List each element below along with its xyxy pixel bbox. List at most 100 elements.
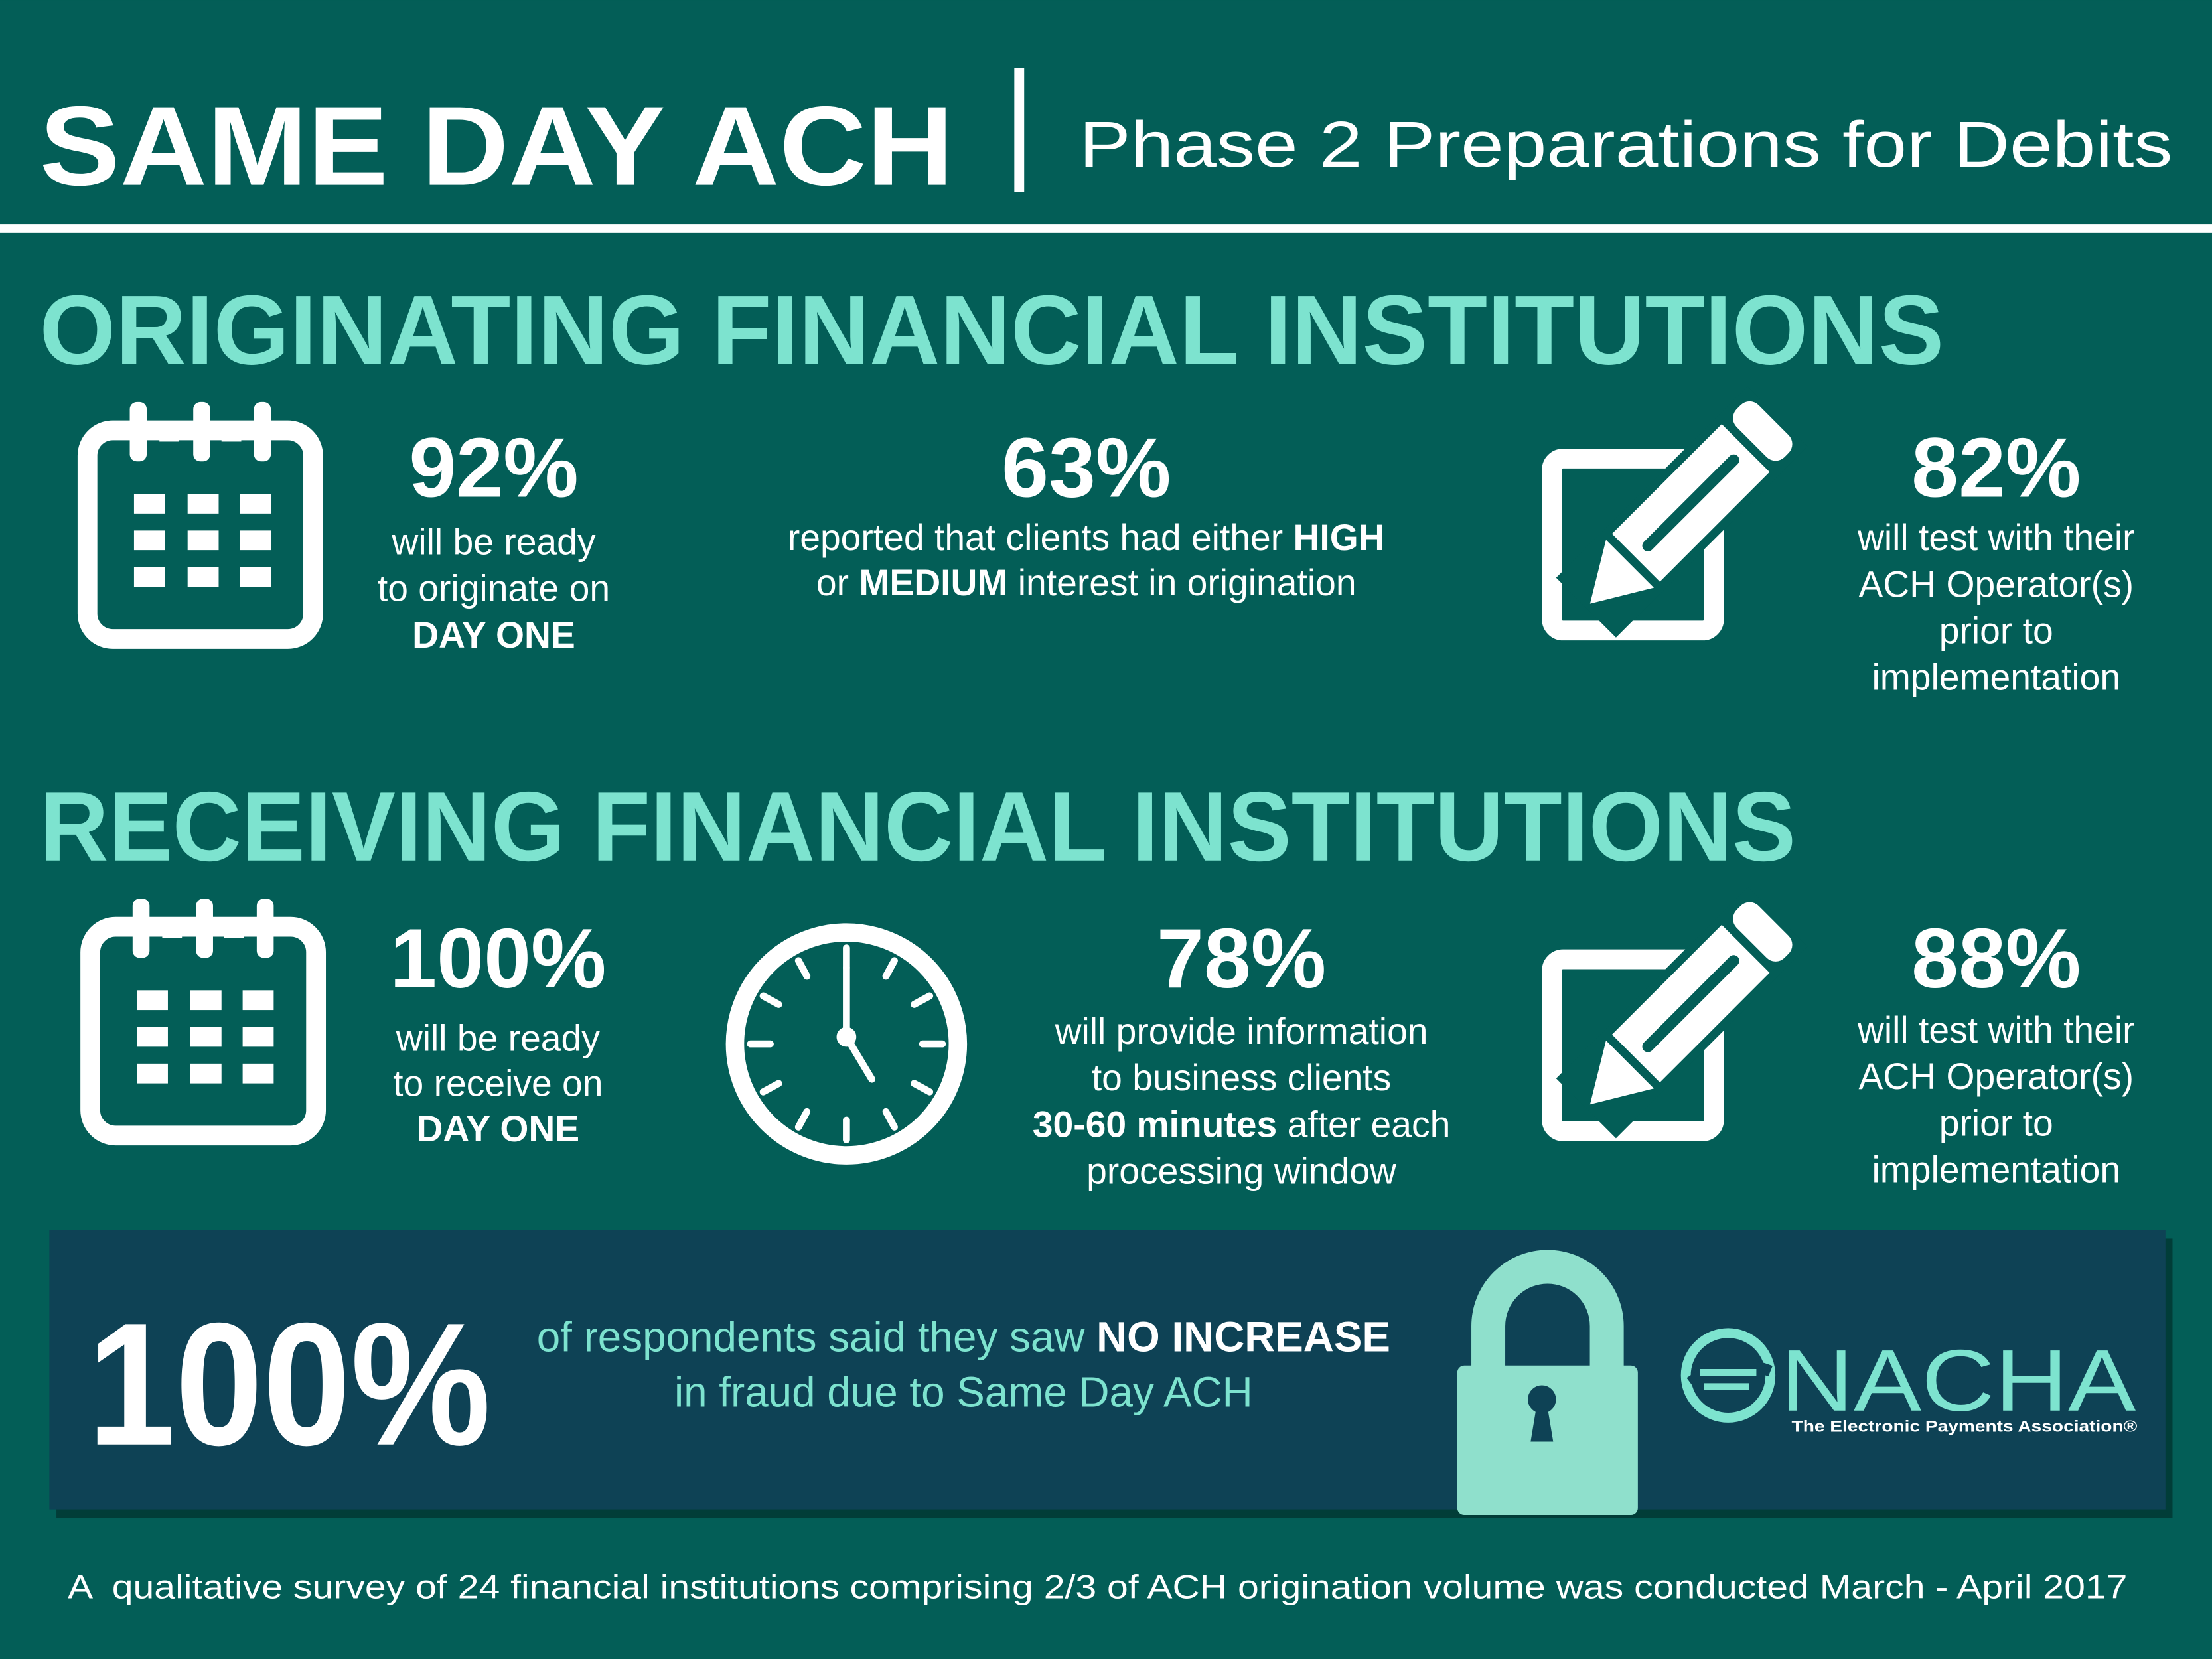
stat-text-line: will provide information [1055, 1011, 1428, 1052]
stat-text-line: prior to [1939, 1102, 2053, 1143]
text-run: will test with their [1857, 1009, 2135, 1050]
pencil-eraser [1733, 401, 1793, 461]
calendar-dash [159, 427, 179, 442]
subtitle: Phase 2 Preparations for Debits [1079, 108, 2172, 180]
calendar-ring [193, 401, 210, 462]
logo-swoosh [1686, 1359, 1773, 1388]
stat-text-line: DAY ONE [417, 1108, 580, 1149]
pencil [1556, 386, 1808, 638]
stat-text-line: implementation [1872, 657, 2120, 698]
calendar-dash [162, 924, 183, 938]
emphasis: DAY ONE [417, 1108, 580, 1149]
text-run: reported that clients had either [788, 517, 1293, 558]
stat-text-line: or MEDIUM interest in origination [816, 562, 1357, 603]
text-run: prior to [1939, 1102, 2053, 1143]
stat: 92% [409, 421, 578, 515]
text-run: implementation [1872, 657, 2120, 698]
emphasis: 30-60 minutes [1033, 1104, 1278, 1145]
text-run: of respondents said they saw [537, 1313, 1096, 1360]
stat-text-line: DAY ONE [412, 614, 575, 656]
stat-text-line: processing window [1086, 1151, 1397, 1192]
stat-text-line: in fraud due to Same Day ACH [674, 1368, 1253, 1415]
text-run: to originate on [378, 568, 610, 609]
text-run: will test with their [1857, 517, 2135, 558]
title: SAME DAY ACH [40, 84, 954, 210]
text-run: will provide information [1055, 1011, 1428, 1052]
emphasis: DAY ONE [412, 614, 575, 656]
text-run: will be ready [391, 522, 595, 563]
text-run: in fraud due to Same Day ACH [674, 1368, 1253, 1415]
calendar-dash [221, 427, 242, 442]
pencil-groove [1642, 454, 1739, 551]
logo-mark [1680, 1328, 1776, 1423]
stat-text-line: will be ready [396, 1018, 600, 1059]
footnote: A qualitative survey of 24 financial ins… [68, 1568, 2127, 1605]
text-run: to business clients [1092, 1057, 1391, 1098]
stat-text-line: will test with their [1857, 517, 2135, 558]
keyhole [1530, 1407, 1554, 1442]
stat-text-line: implementation [1872, 1149, 2120, 1190]
logo-name: NACHA [1781, 1332, 2136, 1429]
header-rule [0, 224, 2212, 233]
text-run: after each [1277, 1104, 1450, 1145]
stat-text-line: of respondents said they saw NO INCREASE [537, 1313, 1390, 1360]
calendar-ring [129, 401, 147, 462]
stat: 78% [1157, 912, 1326, 1006]
logo-tagline: The Electronic Payments Association® [1792, 1418, 2138, 1436]
callout-stat: 100% [88, 1286, 491, 1482]
clock-pin [836, 1027, 857, 1047]
emphasis: MEDIUM [859, 562, 1007, 603]
logo-swoosh [1700, 1369, 1757, 1390]
calendar-icon [77, 401, 323, 649]
stat: 100% [390, 912, 606, 1006]
stat-text-line: ACH Operator(s) [1859, 1056, 2134, 1097]
stat-text-line: to receive on [393, 1063, 603, 1104]
text-run: prior to [1939, 610, 2053, 651]
pencil-groove [1642, 955, 1739, 1052]
text-run: to receive on [393, 1063, 603, 1104]
stat-text-line: to originate on [378, 568, 610, 609]
text-run: processing window [1086, 1151, 1397, 1192]
text-run: implementation [1872, 1149, 2120, 1190]
stat: 63% [1001, 421, 1171, 515]
emphasis: HIGH [1293, 517, 1385, 558]
stat-text-line: will test with their [1857, 1009, 2135, 1050]
stat-text-line: to business clients [1092, 1057, 1391, 1098]
calendar-grid [133, 494, 271, 587]
lock-shackle [1471, 1250, 1624, 1376]
checkbox [1542, 449, 1724, 641]
text-run: ACH Operator(s) [1859, 1056, 2134, 1097]
text-run: or [816, 562, 859, 603]
stat-text-line: 30-60 minutes after each [1033, 1104, 1451, 1145]
calendar-grid [137, 990, 274, 1084]
text-run: will be ready [396, 1018, 600, 1059]
text-run: interest in origination [1007, 562, 1356, 603]
clock-icon [725, 923, 968, 1165]
callout-panel [49, 1230, 2166, 1510]
calendar-ring [254, 401, 271, 462]
emphasis: NO INCREASE [1096, 1313, 1390, 1360]
test-icon [1542, 887, 1808, 1141]
nacha-logo: NACHA The Electronic Payments Associatio… [1680, 1328, 2138, 1436]
pencil-tip [1589, 1041, 1655, 1105]
stat-text-line: prior to [1939, 610, 2053, 651]
calendar-ring [256, 899, 274, 958]
calendar-dash [224, 924, 244, 938]
test-icon [1542, 386, 1808, 641]
calendar-ring [132, 899, 150, 958]
stat-text-line: will be ready [391, 522, 595, 563]
calendar-ring [196, 899, 213, 958]
stat: 88% [1911, 912, 2081, 1006]
clock-face [725, 923, 968, 1165]
lock-icon [1457, 1250, 1638, 1516]
stat: 82% [1911, 421, 2081, 515]
pencil [1556, 887, 1808, 1139]
calendar-icon [80, 899, 327, 1146]
stat-text-line: reported that clients had either HIGH [788, 517, 1385, 558]
section-heading: ORIGINATING FINANCIAL INSTITUTIONS [40, 275, 1945, 386]
title-divider [1014, 68, 1025, 192]
checkbox [1542, 949, 1724, 1141]
stat-text-line: ACH Operator(s) [1859, 563, 2134, 605]
